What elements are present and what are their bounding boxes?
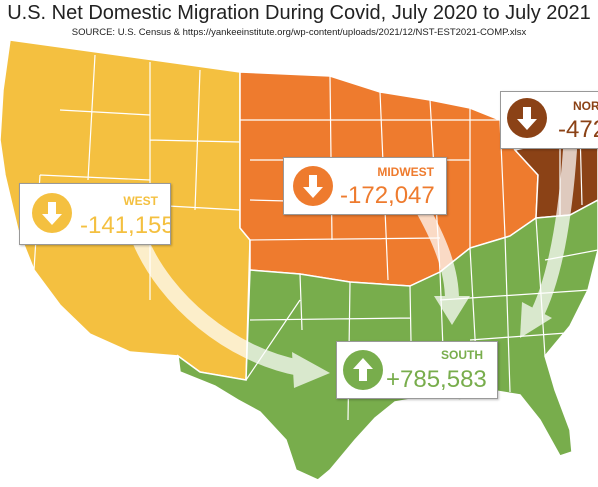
south-label: SOUTH	[441, 348, 483, 362]
midwest-arrow-badge	[293, 166, 333, 206]
arrow-midwest-to-south-head	[434, 296, 470, 325]
page-title: U.S. Net Domestic Migration During Covid…	[7, 2, 591, 24]
arrow-down-icon	[303, 175, 323, 198]
callout-south: SOUTH +785,583	[336, 341, 498, 399]
callout-midwest: MIDWEST -172,047	[283, 157, 447, 215]
arrow-midwest-to-south	[413, 198, 459, 307]
migration-arrows	[132, 143, 577, 388]
region-south	[177, 199, 598, 481]
source-note: SOURCE: U.S. Census & https://yankeeinst…	[71, 27, 527, 38]
midwest-label: MIDWEST	[377, 165, 434, 179]
callout-northeast: NOR -472	[500, 91, 598, 149]
northeast-value: -472	[558, 116, 598, 143]
callout-west: WEST -141,155	[19, 183, 171, 245]
arrow-down-icon	[517, 107, 537, 130]
arrow-down-icon	[42, 202, 62, 225]
midwest-value: -172,047	[340, 182, 435, 209]
northeast-arrow-badge	[507, 98, 547, 138]
arrow-northeast-to-south	[528, 143, 577, 325]
northeast-label: NOR	[573, 99, 598, 113]
arrow-west-to-south-head	[292, 352, 330, 388]
arrow-up-icon	[353, 358, 373, 381]
west-label: WEST	[123, 194, 158, 208]
west-arrow-badge	[32, 193, 72, 233]
arrow-northeast-to-south-head	[520, 302, 552, 338]
south-arrow-badge	[343, 350, 383, 390]
west-value: -141,155	[80, 212, 171, 239]
arrow-west-to-south	[132, 232, 308, 376]
south-value: +785,583	[386, 366, 487, 393]
